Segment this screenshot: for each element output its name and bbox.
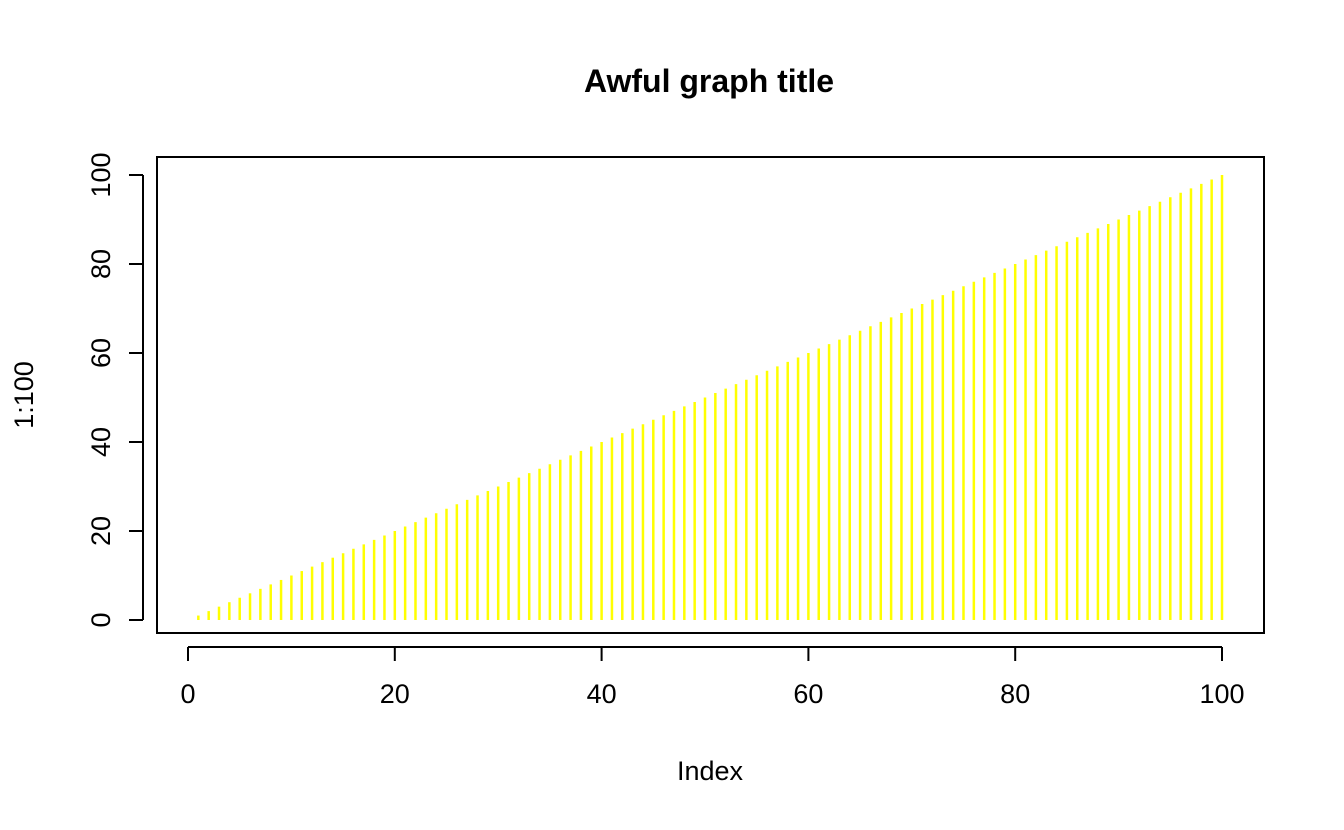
y-axis: 0 20 40 60 80 100 xyxy=(86,152,144,628)
plot-lines xyxy=(197,175,1224,620)
x-tick-label: 0 xyxy=(180,679,195,709)
x-tick-label: 100 xyxy=(1199,679,1244,709)
y-axis-label: 1:100 xyxy=(9,361,39,429)
x-tick-label: 60 xyxy=(793,679,823,709)
x-tick-label: 80 xyxy=(1000,679,1030,709)
y-tick-label: 60 xyxy=(86,338,116,368)
chart-title: Awful graph title xyxy=(584,63,834,99)
y-tick-label: 40 xyxy=(86,427,116,457)
y-tick-label: 20 xyxy=(86,516,116,546)
x-axis: 0 20 40 60 80 100 xyxy=(180,646,1245,709)
plot-box xyxy=(156,156,1265,634)
x-tick-label: 20 xyxy=(380,679,410,709)
x-axis-label: Index xyxy=(677,756,744,786)
y-tick-label: 0 xyxy=(86,612,116,627)
y-tick-label: 100 xyxy=(86,152,116,197)
x-tick-label: 40 xyxy=(587,679,617,709)
y-tick-label: 80 xyxy=(86,249,116,279)
